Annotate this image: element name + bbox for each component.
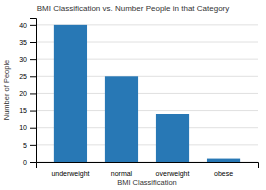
y-tick-label: 5: [23, 142, 27, 149]
y-tick-label: 20: [19, 90, 27, 97]
y-tick-label: 10: [19, 124, 27, 131]
bar: [156, 114, 189, 162]
bar: [54, 25, 87, 162]
x-axis-line: [37, 163, 259, 169]
y-tick: 10: [19, 124, 36, 131]
x-tick-label: normal: [111, 170, 133, 177]
bars: [54, 25, 240, 162]
chart-container: 0 5 10 15 20 25 30 35 40 underweight normal overwei…: [0, 0, 266, 190]
y-tick-label: 30: [19, 56, 27, 63]
y-tick-mark: [30, 93, 36, 94]
y-tick: 15: [19, 107, 36, 114]
y-tick-mark: [30, 25, 36, 26]
grid: [36, 25, 258, 162]
y-tick-mark: [30, 59, 36, 60]
title: BMI Classification vs. Number People in …: [37, 4, 230, 13]
y-axis-line: [30, 19, 37, 163]
y-tick-mark: [30, 111, 36, 112]
y-tick-mark: [30, 128, 36, 129]
y-tick: 35: [19, 39, 36, 46]
x-tick: normal: [111, 170, 133, 177]
x-tick-label: overweight: [156, 170, 190, 178]
x-tick-label: underweight: [51, 170, 89, 178]
y-tick-label: 40: [19, 22, 27, 29]
y-axis-title: Number of People: [2, 60, 11, 120]
y-tick: 0: [23, 159, 36, 166]
x-tick: obese: [214, 170, 233, 177]
x-axis: underweight normal overweight obese: [37, 163, 259, 178]
x-tick: overweight: [156, 170, 190, 178]
y-tick: 30: [19, 56, 36, 63]
bar: [207, 159, 240, 162]
y-tick-label: 25: [19, 73, 27, 80]
y-tick: 20: [19, 90, 36, 97]
y-tick: 5: [23, 142, 36, 149]
y-tick: 40: [19, 22, 36, 29]
y-tick: 25: [19, 73, 36, 80]
bar: [105, 76, 138, 162]
y-axis: 0 5 10 15 20 25 30 35 40: [19, 19, 36, 166]
x-axis-title: BMI Classification: [117, 178, 177, 187]
y-tick-mark: [30, 42, 36, 43]
y-tick-mark: [30, 145, 36, 146]
y-tick-label: 35: [19, 39, 27, 46]
y-tick-mark: [30, 162, 36, 163]
x-tick-label: obese: [214, 170, 233, 177]
y-tick-mark: [30, 76, 36, 77]
chart-svg: 0 5 10 15 20 25 30 35 40 underweight normal overwei…: [0, 0, 266, 190]
x-tick: underweight: [51, 170, 89, 178]
y-tick-label: 0: [23, 159, 27, 166]
y-tick-label: 15: [19, 107, 27, 114]
